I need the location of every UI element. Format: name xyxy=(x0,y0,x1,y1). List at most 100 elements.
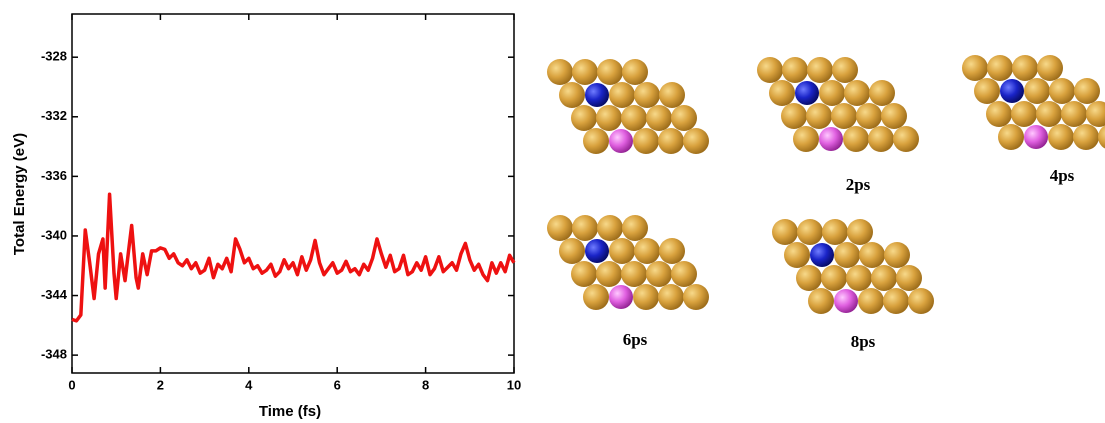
metal-atom xyxy=(834,242,860,268)
metal-atom xyxy=(793,126,819,152)
metal-atom xyxy=(893,126,919,152)
metal-atom xyxy=(808,288,834,314)
pink-atom xyxy=(609,129,633,153)
metal-atom xyxy=(998,124,1024,150)
metal-atom xyxy=(559,238,585,264)
snapshot-label: 4ps xyxy=(1050,166,1075,185)
y-tick-label: -348 xyxy=(41,347,67,362)
pink-atom xyxy=(819,127,843,151)
blue-atom xyxy=(1000,79,1024,103)
metal-atom xyxy=(621,105,647,131)
y-axis-label: Total Energy (eV) xyxy=(11,133,28,255)
metal-atom xyxy=(609,82,635,108)
metal-atom xyxy=(974,78,1000,104)
x-axis-label: Time (fs) xyxy=(259,403,321,420)
metal-atom xyxy=(782,57,808,83)
metal-atom xyxy=(796,265,822,291)
y-tick-label: -344 xyxy=(41,287,68,302)
metal-atom xyxy=(896,265,922,291)
metal-atom xyxy=(1037,55,1063,81)
metal-atom xyxy=(856,103,882,129)
metal-atom xyxy=(671,261,697,287)
metal-atom xyxy=(658,284,684,310)
blue-atom xyxy=(585,83,609,107)
metal-atom xyxy=(659,82,685,108)
metal-atom xyxy=(609,238,635,264)
metal-atom xyxy=(822,219,848,245)
metal-atom xyxy=(847,219,873,245)
x-tick-label: 2 xyxy=(157,377,164,392)
atomic-snapshot xyxy=(962,55,1105,150)
metal-atom xyxy=(883,288,909,314)
metal-atom xyxy=(559,82,585,108)
metal-atom xyxy=(1024,78,1050,104)
metal-atom xyxy=(859,242,885,268)
y-tick-label: -332 xyxy=(41,108,67,123)
pink-atom xyxy=(1024,125,1048,149)
x-tick-label: 0 xyxy=(68,377,75,392)
metal-atom xyxy=(881,103,907,129)
metal-atom xyxy=(1074,78,1100,104)
pink-atom xyxy=(609,285,633,309)
metal-atom xyxy=(571,105,597,131)
atomic-snapshot xyxy=(772,219,934,314)
metal-atom xyxy=(858,288,884,314)
metal-atom xyxy=(781,103,807,129)
x-tick-label: 8 xyxy=(422,377,429,392)
metal-atom xyxy=(869,80,895,106)
blue-atom xyxy=(585,239,609,263)
metal-atom xyxy=(646,261,672,287)
metal-atom xyxy=(633,284,659,310)
metal-atom xyxy=(1061,101,1087,127)
metal-atom xyxy=(832,57,858,83)
x-tick-label: 10 xyxy=(507,377,521,392)
metal-atom xyxy=(597,215,623,241)
metal-atom xyxy=(806,103,832,129)
metal-atom xyxy=(583,128,609,154)
metal-atom xyxy=(844,80,870,106)
metal-atom xyxy=(571,261,597,287)
metal-atom xyxy=(769,80,795,106)
metal-atom xyxy=(658,128,684,154)
metal-atom xyxy=(683,284,709,310)
metal-atom xyxy=(819,80,845,106)
metal-atom xyxy=(986,101,1012,127)
metal-atom xyxy=(1048,124,1074,150)
metal-atom xyxy=(987,55,1013,81)
metal-atom xyxy=(646,105,672,131)
metal-atom xyxy=(821,265,847,291)
metal-atom xyxy=(1036,101,1062,127)
y-tick-label: -328 xyxy=(41,49,67,64)
atomic-snapshot xyxy=(547,215,709,310)
metal-atom xyxy=(962,55,988,81)
metal-atom xyxy=(831,103,857,129)
metal-atom xyxy=(622,215,648,241)
metal-atom xyxy=(659,238,685,264)
snapshot-label: 6ps xyxy=(623,330,648,349)
metal-atom xyxy=(1086,101,1105,127)
metal-atom xyxy=(683,128,709,154)
x-tick-label: 6 xyxy=(334,377,341,392)
atomic-snapshot xyxy=(547,59,709,154)
metal-atom xyxy=(846,265,872,291)
metal-atom xyxy=(597,59,623,85)
metal-atom xyxy=(547,215,573,241)
metal-atom xyxy=(596,261,622,287)
y-tick-label: -336 xyxy=(41,168,67,183)
plot-frame xyxy=(71,13,515,374)
metal-atom xyxy=(634,82,660,108)
pink-atom xyxy=(834,289,858,313)
metal-atom xyxy=(634,238,660,264)
data-line xyxy=(71,192,516,323)
metal-atom xyxy=(843,126,869,152)
snapshot-label: 8ps xyxy=(851,332,876,351)
metal-atom xyxy=(1049,78,1075,104)
metal-atom xyxy=(772,219,798,245)
metal-atom xyxy=(547,59,573,85)
metal-atom xyxy=(572,59,598,85)
metal-atom xyxy=(633,128,659,154)
metal-atom xyxy=(621,261,647,287)
metal-atom xyxy=(583,284,609,310)
metal-atom xyxy=(908,288,934,314)
